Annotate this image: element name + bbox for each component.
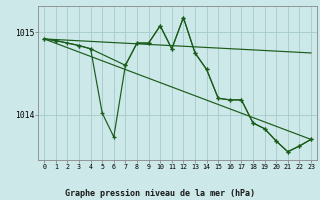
Text: Graphe pression niveau de la mer (hPa): Graphe pression niveau de la mer (hPa) [65, 189, 255, 198]
